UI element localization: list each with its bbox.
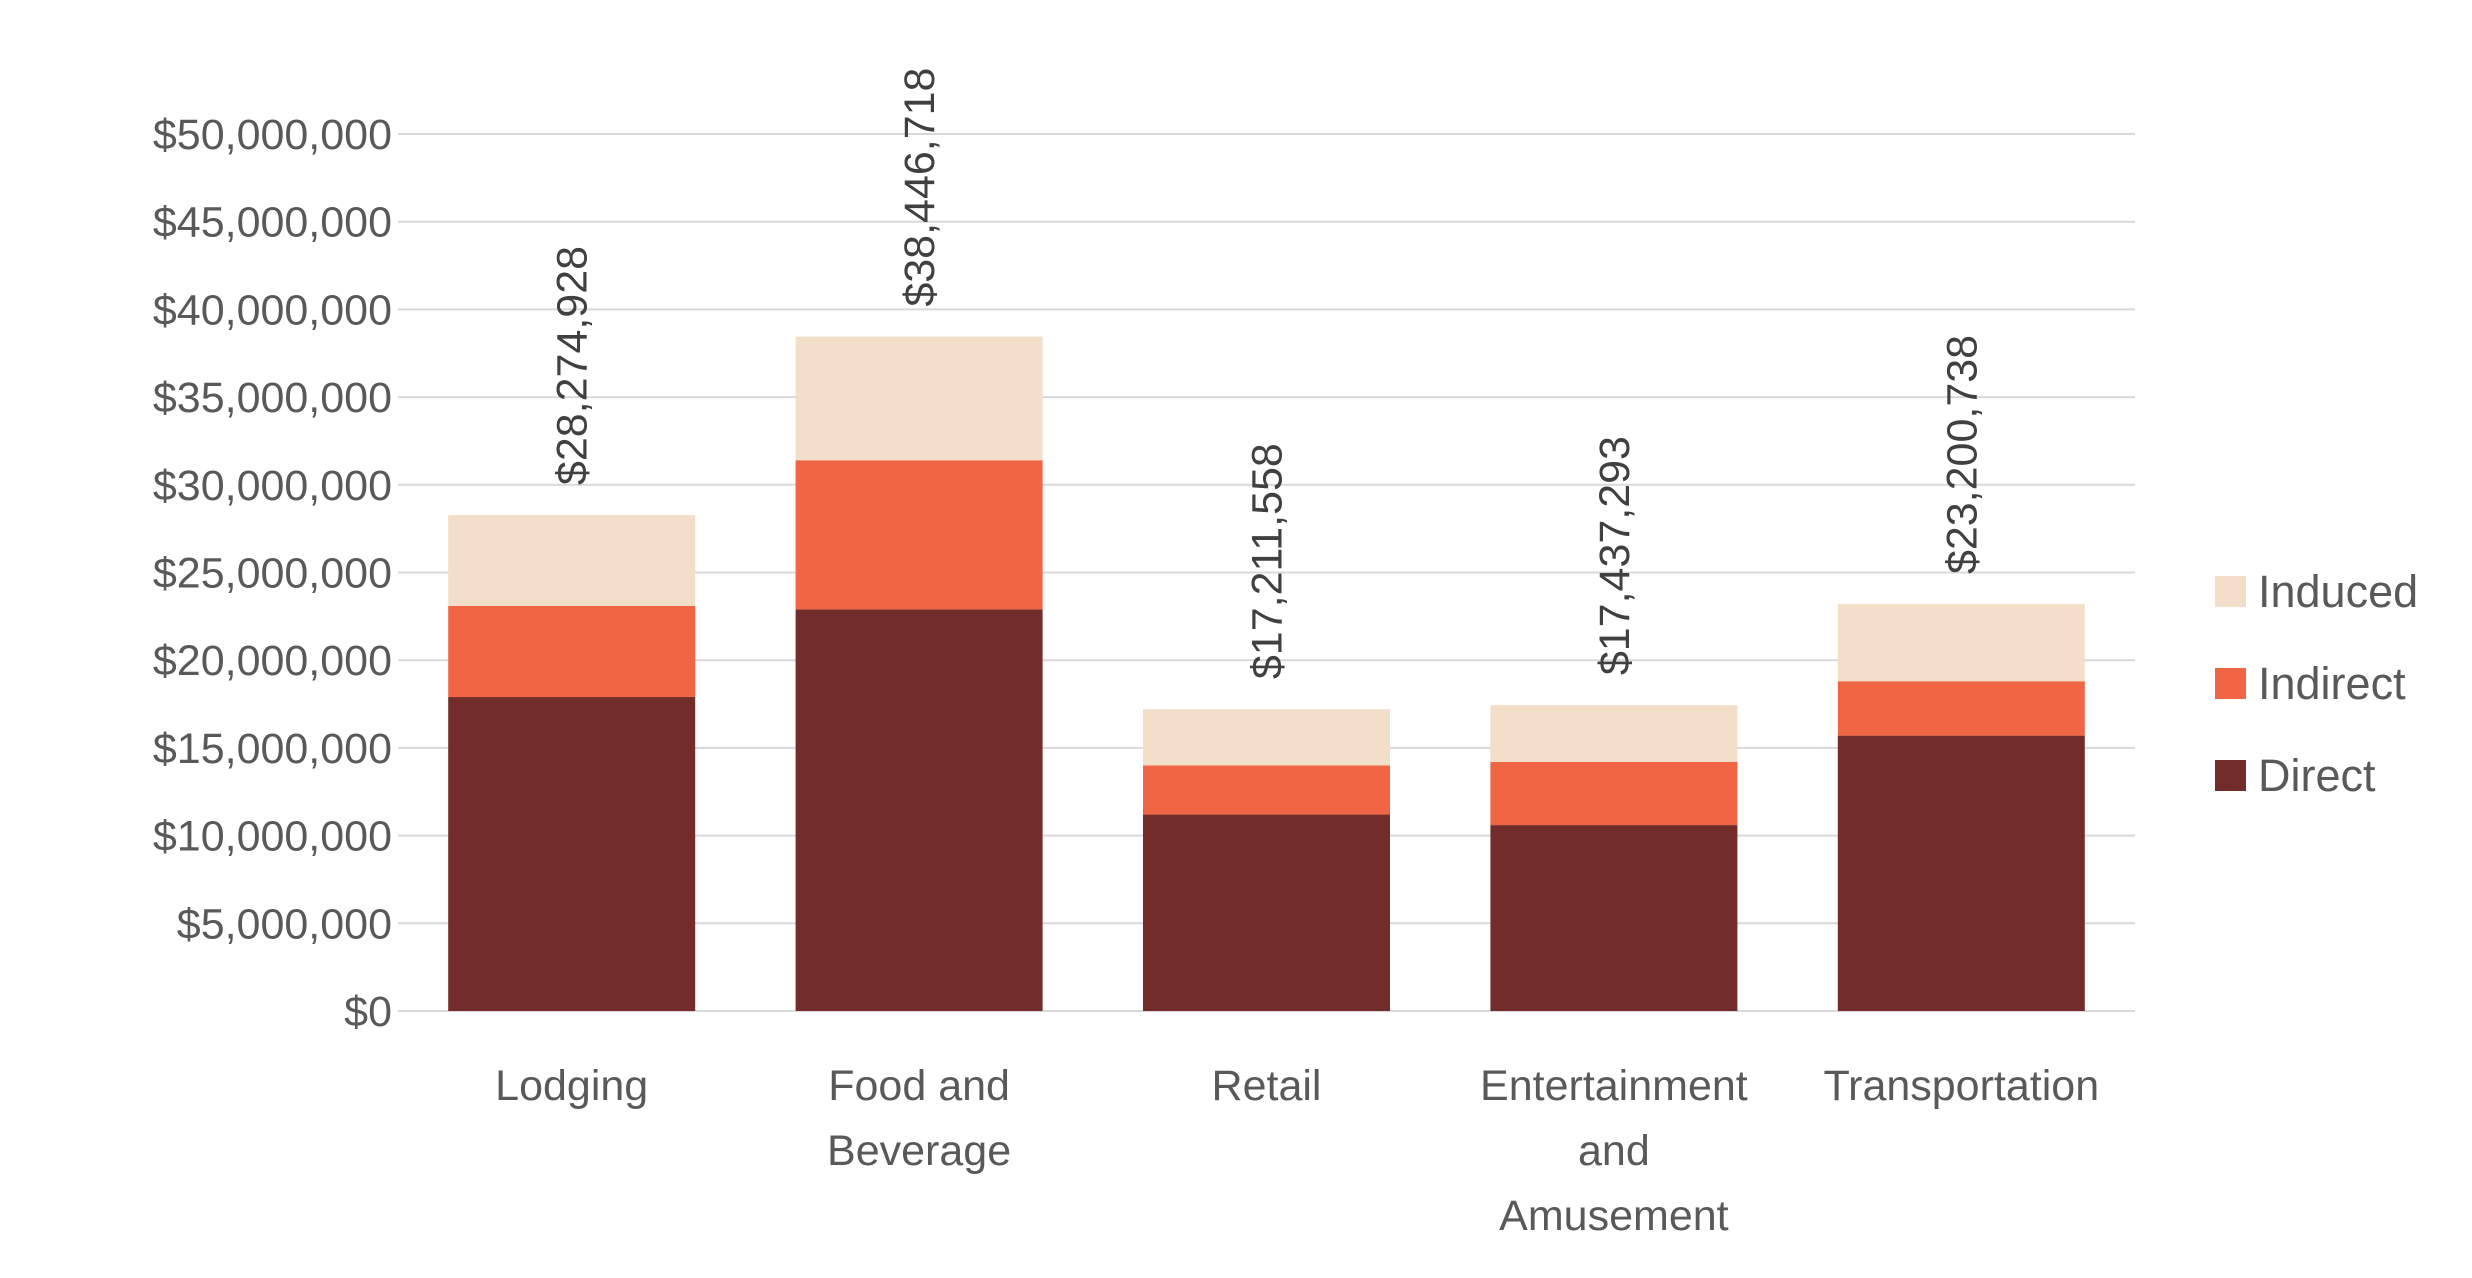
x-category-label-line: Amusement [1499, 1192, 1728, 1240]
y-tick-label: $0 [344, 988, 392, 1036]
x-category-label-line: Food and [828, 1062, 1010, 1110]
x-category-label-line: Lodging [495, 1062, 648, 1110]
legend-swatch-indirect [2215, 668, 2246, 699]
bar-segment-induced [448, 515, 696, 606]
x-category-label: Transportation [1823, 1062, 2099, 1110]
y-axis-tick-labels: $0 $5,000,000 $10,000,000 $15,000,000 $20,00… [153, 111, 392, 1036]
bar-segment-induced [795, 336, 1043, 461]
bar-segment-induced [1143, 709, 1390, 766]
y-tick-label: $40,000,000 [153, 286, 392, 334]
x-category-label: Retail [1212, 1062, 1322, 1110]
y-tick-label: $50,000,000 [153, 111, 392, 159]
bar-segment-direct [1490, 825, 1738, 1011]
bar-segment-induced [1490, 705, 1738, 762]
x-category-label-line: Entertainment [1480, 1062, 1748, 1110]
bar-segment-direct [795, 609, 1043, 1011]
y-tick-label: $20,000,000 [153, 637, 392, 685]
x-category-label-line: and [1578, 1127, 1650, 1175]
legend-label-indirect: Indirect [2258, 658, 2406, 709]
y-tick-label: $35,000,000 [153, 374, 392, 422]
y-tick-label: $10,000,000 [153, 813, 392, 861]
y-tick-label: $5,000,000 [177, 900, 392, 948]
bars [448, 336, 2085, 1011]
bar-segment-indirect [1490, 761, 1738, 826]
x-category-label: Entertainment and Amusement [1480, 1062, 1748, 1240]
y-tick-label: $15,000,000 [153, 725, 392, 773]
x-category-label: Lodging [495, 1062, 648, 1110]
legend-label-direct: Direct [2258, 750, 2376, 801]
bar-total-label: $38,446,718 [896, 68, 944, 307]
bar-segment-induced [1837, 604, 2085, 682]
bar-total-label: $28,274,928 [549, 246, 597, 485]
bar-segment-indirect [795, 460, 1043, 610]
bar-total-label: $17,211,558 [1244, 443, 1292, 679]
bar-segment-direct [448, 697, 696, 1011]
legend-swatch-induced [2215, 576, 2246, 607]
bar-segment-indirect [1143, 765, 1390, 815]
legend-label-induced: Induced [2258, 566, 2418, 617]
bar-segment-indirect [448, 605, 696, 698]
legend: Induced Indirect Direct [2215, 566, 2418, 801]
y-tick-label: $45,000,000 [153, 199, 392, 247]
y-tick-label: $30,000,000 [153, 462, 392, 510]
x-category-label-line: Transportation [1823, 1062, 2099, 1110]
bar-total-label: $17,437,293 [1591, 436, 1639, 675]
bar-segment-direct [1143, 814, 1390, 1011]
x-category-label-line: Beverage [827, 1127, 1011, 1175]
total-labels: $28,274,928 $38,446,718 $17,211,558 $17,437… [549, 68, 1987, 680]
x-axis-category-labels: Lodging Food and Beverage Retail Entertainme… [495, 1062, 2099, 1240]
bar-segment-indirect [1837, 681, 2085, 736]
legend-swatch-direct [2215, 760, 2246, 791]
bar-total-label: $23,200,738 [1938, 335, 1986, 574]
x-category-label: Food and Beverage [827, 1062, 1011, 1175]
bar-segment-direct [1837, 735, 2085, 1011]
y-tick-label: $25,000,000 [153, 550, 392, 598]
x-category-label-line: Retail [1212, 1062, 1322, 1110]
